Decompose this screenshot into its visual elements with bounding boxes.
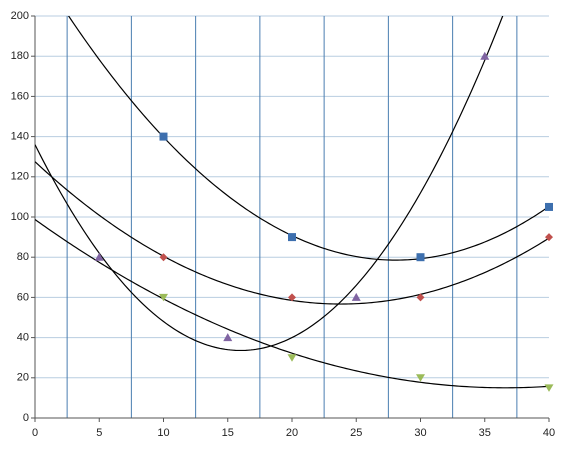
- trendline: [35, 161, 549, 305]
- marker: [94, 252, 104, 261]
- marker: [416, 293, 425, 302]
- plot-area: [35, 16, 549, 389]
- y-tick-label: 40: [17, 332, 29, 344]
- y-tick-label: 180: [11, 50, 29, 62]
- marker: [159, 293, 168, 302]
- y-tick-label: 200: [11, 10, 29, 22]
- y-tick-label: 80: [17, 251, 29, 263]
- trendline: [35, 219, 549, 389]
- x-tick-label: 30: [414, 427, 426, 439]
- x-tick-label: 0: [32, 427, 38, 439]
- marker: [287, 354, 297, 362]
- y-tick-label: 160: [11, 90, 29, 102]
- marker: [351, 292, 361, 301]
- x-tick-label: 10: [157, 427, 169, 439]
- marker: [545, 202, 553, 211]
- trendline: [67, 16, 549, 261]
- marker: [416, 253, 425, 262]
- marker: [545, 233, 553, 242]
- y-tick-label: 60: [17, 291, 29, 303]
- x-tick-label: 15: [222, 427, 234, 439]
- x-tick-label: 5: [96, 427, 102, 439]
- y-tick-label: 120: [11, 171, 29, 183]
- marker: [416, 374, 425, 382]
- y-tick-label: 0: [23, 412, 29, 424]
- x-tick-label: 25: [350, 427, 362, 439]
- x-tick-label: 35: [479, 427, 491, 439]
- marker: [223, 333, 233, 342]
- marker: [288, 233, 296, 242]
- x-tick-label: 20: [286, 427, 298, 439]
- y-tick-label: 140: [11, 131, 29, 143]
- marker: [159, 253, 168, 262]
- x-tick-label: 40: [543, 427, 555, 439]
- marker: [480, 51, 490, 60]
- marker: [544, 384, 554, 392]
- y-tick-label: 20: [17, 372, 29, 384]
- marker: [288, 293, 296, 302]
- marker: [159, 132, 168, 141]
- y-tick-label: 100: [11, 211, 29, 223]
- trendline: [35, 16, 504, 352]
